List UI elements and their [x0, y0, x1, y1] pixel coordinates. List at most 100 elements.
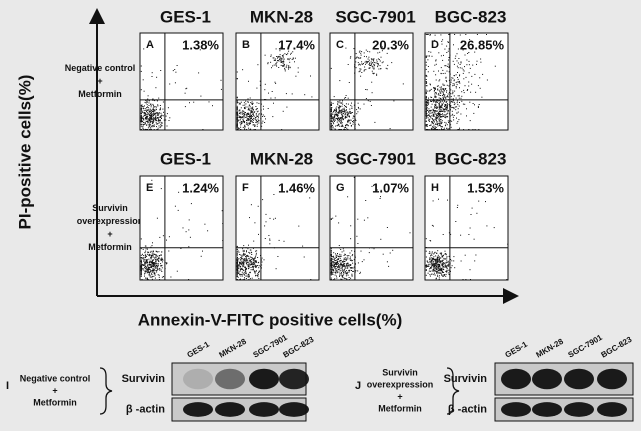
dot [437, 264, 439, 265]
dot [334, 266, 336, 267]
dot [433, 263, 435, 265]
dot [152, 253, 154, 255]
dot [433, 270, 435, 272]
dot [431, 257, 433, 259]
dot [248, 276, 250, 278]
dot [258, 233, 259, 235]
dot [461, 40, 463, 42]
dot [251, 257, 253, 259]
dot [458, 95, 460, 97]
panel-letter: G [336, 182, 345, 194]
dot [451, 114, 453, 116]
dot [264, 225, 266, 227]
dot [236, 120, 238, 122]
dot [455, 86, 457, 87]
dot [427, 102, 429, 104]
dot [147, 109, 149, 111]
dot [433, 87, 435, 89]
dot [438, 89, 440, 91]
dot [446, 113, 448, 115]
dot [332, 273, 334, 275]
dot [433, 265, 435, 267]
dot [147, 127, 149, 129]
dot [444, 266, 446, 268]
dot [331, 256, 332, 258]
dot [245, 261, 247, 263]
dot [269, 243, 271, 245]
dot [236, 261, 238, 263]
dot [332, 270, 334, 272]
dot [336, 259, 338, 261]
dot [425, 83, 427, 84]
dot [360, 250, 362, 252]
dot [343, 111, 345, 113]
dot [247, 261, 249, 263]
row-label: Metformin [78, 89, 122, 99]
dot [350, 125, 352, 127]
dot [330, 103, 332, 105]
dot [184, 106, 186, 108]
dot [159, 121, 161, 123]
dot [140, 267, 142, 269]
dot [456, 102, 458, 104]
dot [151, 265, 153, 267]
dot [251, 277, 253, 279]
dot [451, 101, 452, 103]
dot [468, 60, 470, 62]
dot [330, 271, 332, 273]
dot [359, 50, 361, 52]
dot [335, 262, 337, 264]
dot [435, 266, 437, 268]
dot [330, 248, 332, 250]
dot [238, 251, 240, 253]
dot [445, 88, 447, 89]
dot [153, 129, 155, 130]
dot [243, 254, 245, 256]
dot [471, 207, 473, 209]
dot [425, 114, 427, 115]
dot [386, 261, 388, 263]
dot [346, 272, 348, 274]
dot [429, 110, 431, 112]
dot [144, 112, 146, 114]
dot [246, 268, 248, 269]
dot [142, 264, 144, 266]
dot [140, 117, 142, 119]
dot [151, 110, 152, 112]
dot [155, 118, 157, 120]
dot [435, 88, 436, 90]
dot [242, 258, 244, 260]
dot [339, 120, 341, 121]
dot [250, 111, 252, 112]
dot [151, 76, 153, 77]
dot [150, 127, 152, 129]
dot [149, 260, 151, 262]
dot [236, 109, 238, 111]
dot [445, 124, 446, 126]
dot [155, 122, 157, 124]
dot [236, 263, 238, 265]
dot [148, 119, 150, 121]
dot [250, 102, 252, 104]
dot [244, 106, 246, 108]
dot [450, 81, 452, 83]
dot [438, 120, 440, 122]
dot [338, 265, 340, 267]
dot [342, 261, 344, 263]
dot [366, 62, 368, 64]
dot [450, 79, 452, 81]
dot [345, 103, 347, 105]
dot [435, 96, 437, 98]
dot [431, 273, 433, 275]
dot [163, 111, 164, 113]
dot [246, 113, 248, 115]
dot [331, 119, 333, 121]
dot [330, 263, 332, 265]
dot [257, 274, 259, 276]
dot [458, 97, 460, 99]
dot [244, 107, 245, 109]
dot [470, 214, 472, 215]
dot [431, 121, 433, 123]
dot [468, 52, 470, 53]
dot [330, 274, 332, 276]
